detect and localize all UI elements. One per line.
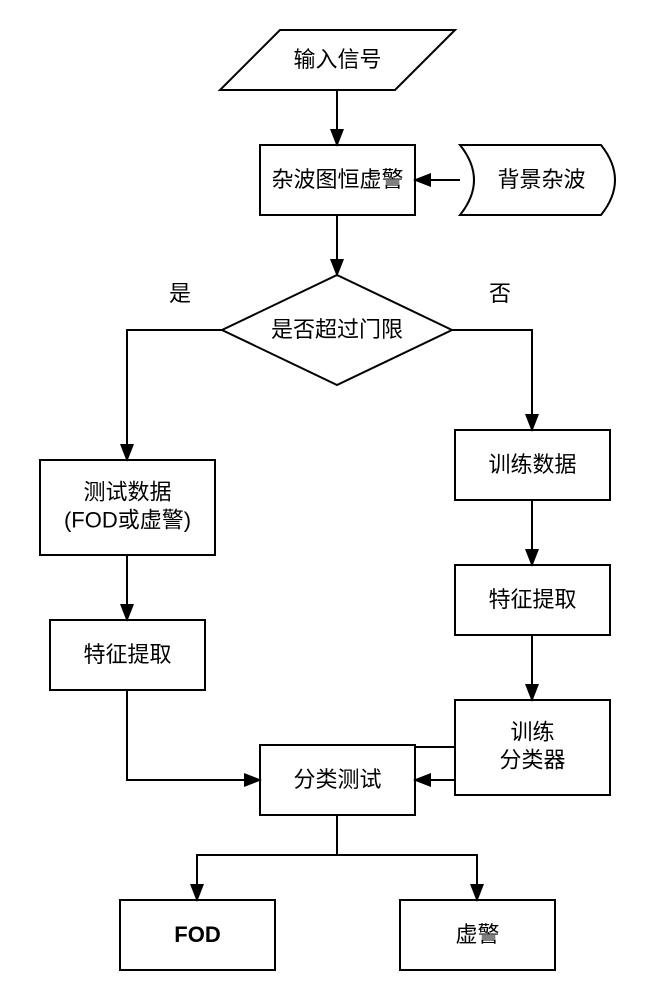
svg-text:是: 是 [169, 281, 191, 306]
node-feat_right: 特征提取 [455, 565, 610, 635]
edge-feat_left-classify [127, 690, 260, 780]
edge-train_clf-classify [415, 747, 455, 780]
svg-text:否: 否 [489, 281, 511, 306]
svg-text:训练: 训练 [510, 719, 554, 744]
edge-classify-fod [197, 815, 337, 900]
node-false_alarm: 虚警 [400, 900, 555, 970]
svg-text:背景杂波: 背景杂波 [497, 167, 585, 192]
node-train_clf: 训练分类器 [455, 700, 610, 795]
svg-text:是否超过门限: 是否超过门限 [271, 317, 403, 342]
node-test_data: 测试数据 (FOD或虚警) [40, 460, 215, 555]
node-bg_clutter: 背景杂波 [460, 145, 615, 215]
svg-text:虚警: 虚警 [455, 922, 499, 947]
svg-text:分类测试: 分类测试 [293, 767, 381, 792]
edge-decision-test_data [127, 330, 222, 460]
node-decision: 是否超过门限 [222, 275, 452, 385]
svg-text:特征提取: 特征提取 [488, 587, 576, 612]
svg-text:分类器: 分类器 [499, 747, 565, 772]
node-train_data: 训练数据 [455, 430, 610, 500]
node-input: 输入信号 [220, 30, 455, 90]
svg-text:特征提取: 特征提取 [83, 642, 171, 667]
node-yes_label: 是 [169, 281, 191, 306]
svg-text:(FOD或虚警): (FOD或虚警) [64, 507, 191, 532]
svg-text:杂波图恒虚警: 杂波图恒虚警 [271, 167, 403, 192]
svg-text:输入信号: 输入信号 [293, 47, 381, 72]
node-fod: FOD [120, 900, 275, 970]
svg-text:FOD: FOD [174, 922, 220, 947]
svg-text:测试数据: 测试数据 [83, 479, 171, 504]
node-cfar: 杂波图恒虚警 [260, 145, 415, 215]
svg-text:训练数据: 训练数据 [488, 452, 576, 477]
node-classify: 分类测试 [260, 745, 415, 815]
edge-classify-false_alarm [337, 815, 477, 900]
node-no_label: 否 [489, 281, 511, 306]
edge-decision-train_data [452, 330, 532, 430]
node-feat_left: 特征提取 [50, 620, 205, 690]
